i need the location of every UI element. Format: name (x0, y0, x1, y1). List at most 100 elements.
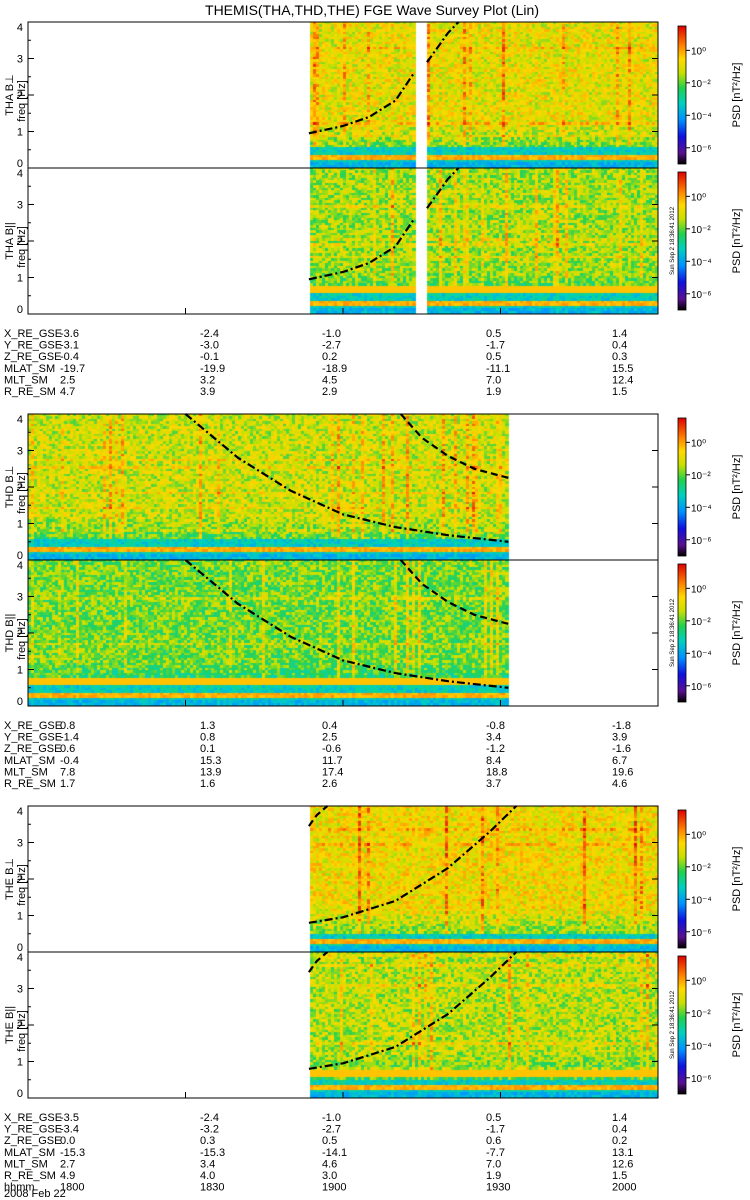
ephemeris-value: -19.9 (200, 363, 225, 375)
colorbar: 10⁰ 10⁻² 10⁻⁴ 10⁻⁶ PSD [nT²/Hz] (677, 25, 743, 165)
ephemeris-value: -0.4 (60, 755, 79, 767)
colorbar-tick-label: 10⁻⁴ (691, 649, 712, 660)
y-tick-label: 0 (17, 158, 23, 170)
y-tick-label: 1 (17, 273, 23, 285)
ephemeris-value: 4.5 (322, 374, 337, 386)
colorbar: 10⁰ 10⁻² 10⁻⁴ 10⁻⁶ PSD [nT²/Hz] (677, 955, 743, 1095)
ephemeris-name: MLAT_SM (4, 755, 55, 767)
spectrogram-panel: 0 1 2 3 4 THE B|| freq [Hz] 10⁰ 10⁻² 10⁻⁴ 10⁻⁶ PSD … (4, 951, 743, 1100)
colorbar-scale (677, 955, 687, 1095)
ephemeris-value: 2.6 (322, 778, 337, 790)
ephemeris-value: 3.9 (200, 386, 215, 398)
freq-axis-label: freq [Hz] (16, 80, 28, 122)
ephemeris-value: 0.2 (322, 351, 337, 363)
ephemeris-value: 4.9 (60, 1170, 75, 1182)
ephemeris-value: -3.4 (60, 1124, 79, 1136)
ephemeris-name: MLAT_SM (4, 1147, 55, 1159)
ephemeris-value: -0.8 (486, 720, 505, 732)
cyclotron-curve (308, 805, 329, 827)
y-tick-label: 2 (17, 482, 23, 494)
y-tick-label: 2 (17, 90, 23, 102)
ephemeris-value: -1.6 (612, 743, 631, 755)
colorbar: 10⁰ 10⁻² 10⁻⁴ 10⁻⁶ PSD [nT²/Hz] (677, 809, 743, 949)
y-tick-label: 0 (17, 304, 23, 316)
cyclotron-curve (308, 951, 329, 973)
ephemeris-value: -3.1 (60, 340, 79, 352)
colorbar-tick-label: 10⁻² (691, 863, 711, 874)
y-tick-label: 2 (17, 1020, 23, 1032)
ephemeris-value: 3.2 (200, 374, 215, 386)
ephemeris-value: -2.7 (322, 340, 341, 352)
cyclotron-curve (399, 413, 509, 479)
cyclotron-curve (308, 72, 415, 135)
colorbar-tick-label: 10⁻² (691, 617, 711, 628)
ephemeris-value: 1.5 (612, 386, 627, 398)
ephemeris-value: -2.4 (200, 1112, 219, 1124)
ephemeris-value: -15.3 (60, 1147, 85, 1159)
ephemeris-value: 8.4 (486, 755, 501, 767)
freq-axis-label: freq [Hz] (16, 472, 28, 514)
ephemeris-value: 0.4 (322, 720, 337, 732)
ephemeris-value: -1.0 (322, 1112, 341, 1124)
freq-axis-label: freq [Hz] (16, 226, 28, 268)
ephemeris-value: 0.5 (486, 1112, 501, 1124)
ephemeris-value: -0.1 (200, 351, 219, 363)
ephemeris-value: -18.9 (322, 363, 347, 375)
ephemeris-name: MLT_SM (4, 1158, 48, 1170)
ephemeris-name: MLT_SM (4, 374, 48, 386)
cyclotron-curve (426, 167, 460, 209)
ephemeris-value: 1.9 (486, 1170, 501, 1182)
ephemeris-name: X_RE_GSE (4, 720, 62, 732)
colorbar-label: PSD [nT²/Hz] (731, 993, 743, 1058)
ephemeris-value: 0.3 (200, 1135, 215, 1147)
ephemeris-value: 3.4 (200, 1158, 215, 1170)
ephemeris-value: 4.0 (200, 1170, 215, 1182)
colorbar-tick-label: 10⁰ (691, 192, 706, 203)
ephemeris-value: 15.5 (612, 363, 633, 375)
colorbar-tick-label: 10⁻² (691, 471, 711, 482)
spectrogram-panel: 0 1 2 3 4 THD B|| freq [Hz] 10⁰ 10⁻² 10⁻⁴ 10⁻⁶ PSD … (4, 559, 743, 708)
cyclotron-curve (184, 413, 509, 543)
ephemeris-value: -14.1 (322, 1147, 347, 1159)
colorbar: 10⁰ 10⁻² 10⁻⁴ 10⁻⁶ PSD [nT²/Hz] (677, 171, 743, 311)
freq-axis-label: freq [Hz] (16, 618, 28, 660)
y-tick-label: 0 (17, 550, 23, 562)
ephemeris-name: R_RE_SM (4, 386, 56, 398)
ephemeris-value: 1.3 (200, 720, 215, 732)
ephemeris-value: 12.6 (612, 1158, 633, 1170)
ephemeris-value: -3.5 (60, 1112, 79, 1124)
colorbar-label: PSD [nT²/Hz] (731, 209, 743, 274)
ephemeris-value: 3.4 (486, 732, 501, 744)
ephemeris-value: 0.4 (612, 340, 627, 352)
y-tick-label: 1 (17, 665, 23, 677)
spectrogram-image (28, 560, 658, 706)
ephemeris-value: 0.6 (60, 743, 75, 755)
colorbar: 10⁰ 10⁻² 10⁻⁴ 10⁻⁶ PSD [nT²/Hz] (677, 563, 743, 703)
y-tick-label: 3 (17, 984, 23, 996)
ephemeris-value: 1800 (60, 1182, 84, 1194)
ephemeris-value: -1.4 (60, 732, 79, 744)
y-tick-label: 4 (17, 168, 23, 180)
ephemeris-value: 2.5 (322, 732, 337, 744)
ephemeris-value: 15.3 (200, 755, 221, 767)
ephemeris-value: 0.5 (486, 328, 501, 340)
ephemeris-value: -1.7 (486, 1124, 505, 1136)
freq-axis-label: freq [Hz] (16, 1010, 28, 1052)
ephemeris-value: 2.9 (322, 386, 337, 398)
colorbar-label: PSD [nT²/Hz] (731, 63, 743, 128)
ephemeris-value: -19.7 (60, 363, 85, 375)
y-tick-label: 3 (17, 54, 23, 66)
colorbar-label: PSD [nT²/Hz] (731, 601, 743, 666)
ephemeris-value: 0.3 (612, 351, 627, 363)
colorbar-tick-label: 10⁻⁴ (691, 895, 712, 906)
ephemeris-value: -7.7 (486, 1147, 505, 1159)
panel-label: THD B|| (4, 614, 16, 653)
y-tick-label: 0 (17, 942, 23, 954)
date-label: 2008 Feb 22 (4, 1188, 66, 1200)
ephemeris-value: 1930 (486, 1182, 510, 1194)
ephemeris-name: Y_RE_GSE (4, 340, 62, 352)
